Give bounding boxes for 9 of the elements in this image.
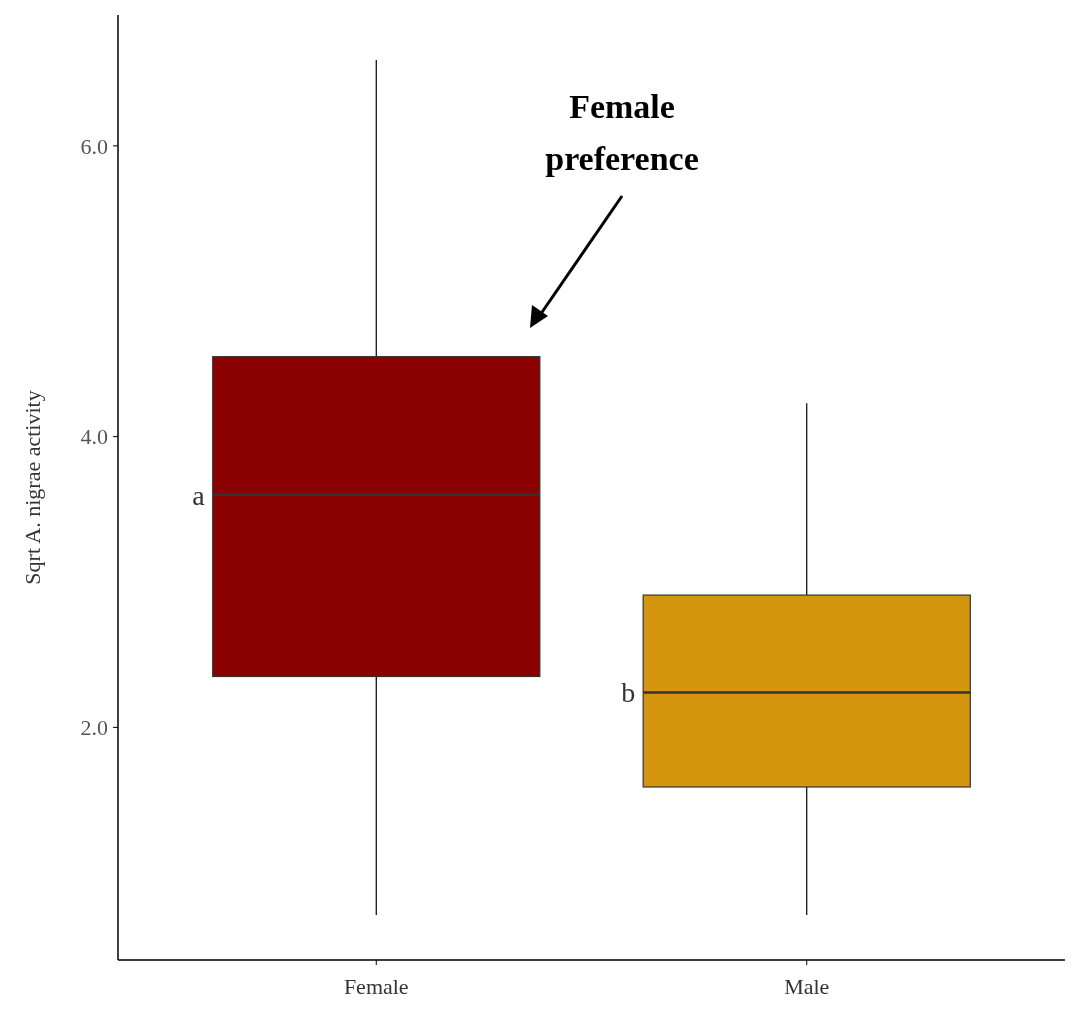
y-axis-title: Sqrt A. nigrae activity: [20, 390, 45, 585]
x-tick-label: Male: [784, 974, 830, 999]
annotation: Female preference: [545, 88, 699, 177]
x-tick-label: Female: [343, 974, 409, 999]
annotation: b: [621, 677, 636, 709]
y-tick-label: 4.0: [80, 424, 108, 450]
y-tick-label: 6.0: [80, 133, 108, 159]
y-tick-label: 2.0: [80, 715, 108, 741]
annotation: a: [192, 479, 206, 511]
